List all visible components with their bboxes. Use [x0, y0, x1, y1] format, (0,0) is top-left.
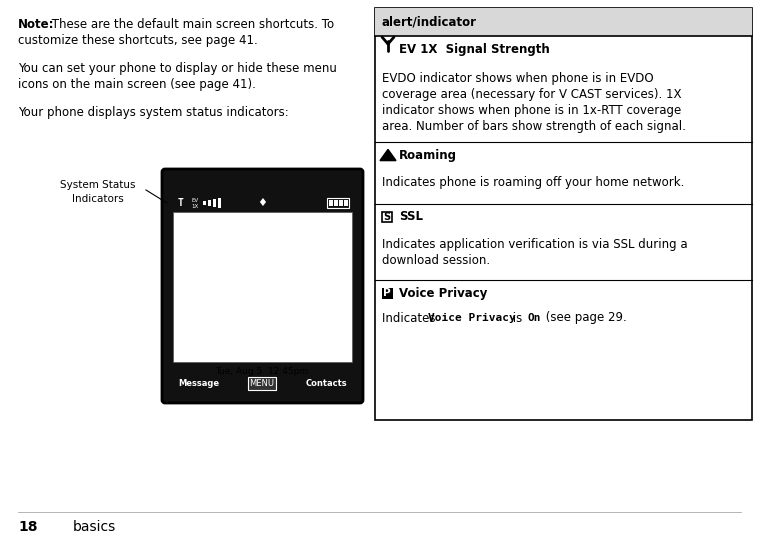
Bar: [208, 200, 211, 206]
Text: These are the default main screen shortcuts. To: These are the default main screen shortc…: [48, 18, 334, 31]
Text: Contacts: Contacts: [305, 378, 347, 387]
Text: Indicates application verification is via SSL during a: Indicates application verification is vi…: [382, 238, 688, 251]
Text: EV 1X  Signal Strength: EV 1X Signal Strength: [399, 43, 550, 56]
Text: Message: Message: [178, 378, 219, 387]
Text: On: On: [527, 313, 540, 323]
Text: MENU: MENU: [250, 378, 275, 387]
Text: Indicators: Indicators: [72, 194, 124, 204]
Bar: [173, 374, 352, 392]
Bar: [173, 212, 352, 362]
Bar: [213, 199, 216, 207]
Polygon shape: [380, 149, 396, 161]
Text: Indicates phone is roaming off your home network.: Indicates phone is roaming off your home…: [382, 176, 685, 189]
Text: download session.: download session.: [382, 254, 490, 267]
Text: SSL: SSL: [399, 210, 423, 223]
Bar: [248, 377, 276, 390]
Bar: [339, 200, 343, 206]
Text: You can set your phone to display or hide these menu: You can set your phone to display or hid…: [18, 62, 337, 75]
Bar: [382, 288, 393, 299]
Text: Tue, Aug 5  12:45pm: Tue, Aug 5 12:45pm: [216, 367, 309, 376]
Bar: [375, 8, 752, 36]
FancyBboxPatch shape: [162, 169, 363, 403]
Text: EV: EV: [191, 197, 198, 203]
Text: icons on the main screen (see page 41).: icons on the main screen (see page 41).: [18, 78, 256, 91]
Text: Roaming: Roaming: [399, 148, 457, 161]
Text: coverage area (necessary for V CAST services). 1X: coverage area (necessary for V CAST serv…: [382, 88, 682, 101]
Text: Indicates: Indicates: [382, 312, 439, 324]
Text: alert/indicator: alert/indicator: [382, 15, 477, 28]
Bar: [334, 200, 338, 206]
Text: P: P: [383, 288, 391, 298]
Text: basics: basics: [73, 520, 116, 534]
Text: 18: 18: [18, 520, 37, 534]
Text: S: S: [383, 212, 391, 222]
Text: Voice Privacy: Voice Privacy: [399, 287, 487, 300]
Text: 1X: 1X: [191, 203, 198, 209]
Text: Note:: Note:: [18, 18, 55, 31]
Text: T: T: [178, 198, 184, 208]
Text: is: is: [509, 312, 526, 324]
Text: (see page 29.: (see page 29.: [542, 312, 627, 324]
Text: area. Number of bars show strength of each signal.: area. Number of bars show strength of ea…: [382, 120, 686, 133]
Bar: [173, 194, 352, 212]
Text: ♦: ♦: [257, 198, 267, 208]
Text: Your phone displays system status indicators:: Your phone displays system status indica…: [18, 106, 288, 119]
Bar: [382, 212, 392, 222]
Text: customize these shortcuts, see page 41.: customize these shortcuts, see page 41.: [18, 34, 258, 47]
Bar: [218, 198, 221, 208]
Text: System Status: System Status: [60, 180, 136, 190]
Bar: [344, 200, 348, 206]
Bar: [203, 201, 206, 205]
Text: Voice Privacy: Voice Privacy: [428, 313, 516, 323]
Text: indicator shows when phone is in 1x-RTT coverage: indicator shows when phone is in 1x-RTT …: [382, 104, 682, 117]
Text: EVDO indicator shows when phone is in EVDO: EVDO indicator shows when phone is in EV…: [382, 72, 653, 85]
Bar: [375, 8, 752, 420]
Bar: [327, 198, 349, 208]
Bar: [329, 200, 333, 206]
